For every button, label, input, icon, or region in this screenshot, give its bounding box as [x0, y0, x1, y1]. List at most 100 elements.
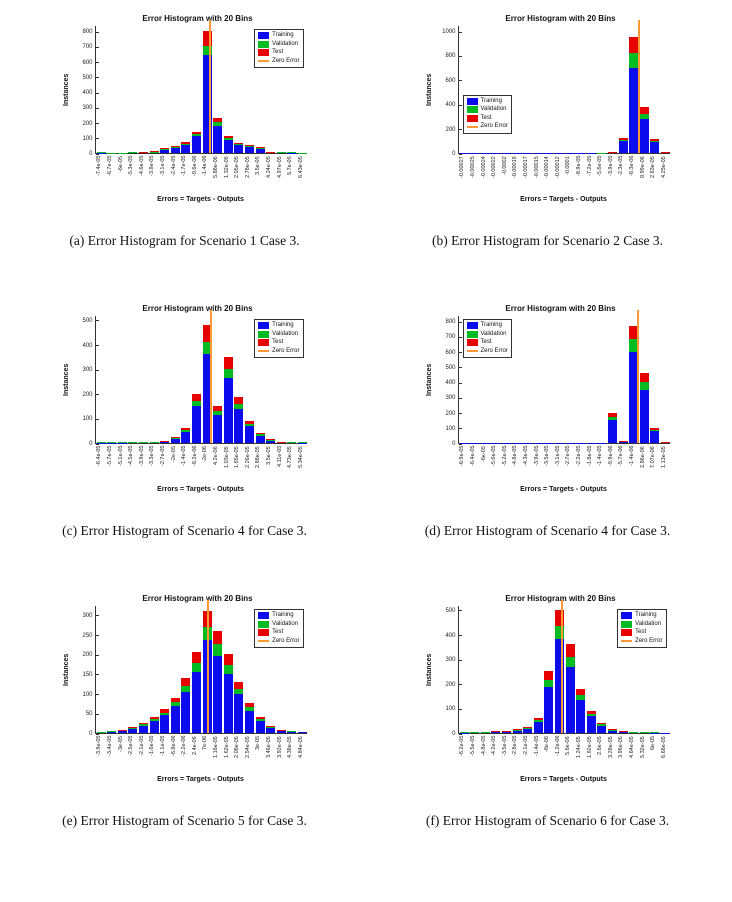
legend-swatch-validation [258, 621, 269, 628]
y-tick-label: 100 [82, 692, 92, 698]
bar-segment-training [160, 441, 169, 443]
bar-segment-validation [150, 719, 159, 721]
bar-segment-training [277, 442, 286, 443]
bar-segment-test [266, 726, 275, 727]
bar-segment-validation [181, 144, 190, 145]
legend-item: Test [467, 115, 508, 123]
legend-label: Zero Error [272, 58, 299, 66]
legend-swatch-validation [621, 621, 632, 628]
bar-segment-training [192, 672, 201, 733]
legend-item: Test [258, 339, 299, 347]
x-tick-label: -1.4e-05 [596, 446, 605, 486]
y-axis-label: Instances [426, 26, 436, 154]
bar-segment-validation [181, 686, 190, 692]
bar-segment-validation [566, 657, 575, 667]
y-tick-mark [96, 93, 99, 94]
y-tick-mark [459, 413, 462, 414]
x-tick-label: -6.9e-05 [458, 446, 467, 486]
legend-swatch-test [467, 115, 478, 122]
y-tick-mark [96, 320, 99, 321]
x-tick-label: 3.5e-05 [265, 446, 274, 486]
zero-error-line-swatch [467, 350, 478, 352]
y-tick-label: 100 [82, 416, 92, 422]
x-tick-label: -3.9e-05 [95, 736, 104, 776]
bar-segment-training [118, 731, 127, 733]
legend-label: Training [272, 32, 293, 40]
bar-segment-validation [576, 695, 585, 700]
x-tick-label: -3.5e-05 [543, 446, 552, 486]
bar-segment-training [234, 409, 243, 443]
x-tick-label: -0.00015 [533, 156, 542, 196]
bar-segment-training [287, 442, 296, 443]
y-tick-label: 0 [89, 731, 92, 737]
bar-segment-test [192, 394, 201, 401]
legend-label: Test [272, 339, 283, 347]
bar-segment-training [245, 711, 254, 733]
x-tick-label: -3e-05 [117, 736, 126, 776]
x-tick-label: -6.2e-05 [458, 736, 467, 776]
y-tick-label: 200 [445, 682, 455, 688]
x-tick-label: -2e-05 [170, 446, 179, 486]
y-tick-label: 300 [445, 395, 455, 401]
bar-segment-validation [213, 122, 222, 126]
y-tick-label: 100 [445, 706, 455, 712]
legend-item: Test [258, 49, 299, 57]
bar-segment-training [523, 728, 532, 733]
x-tick-label: 5.32e-05 [639, 736, 648, 776]
x-tick-label: 5.7e-05 [286, 156, 295, 196]
legend-item: Validation [621, 621, 662, 629]
y-tick-label: 200 [445, 127, 455, 133]
legend-swatch-training [467, 322, 478, 329]
y-tick-mark [96, 32, 99, 33]
bar-segment-validation [224, 138, 233, 140]
y-tick-label: 0 [452, 151, 455, 157]
legend-label: Zero Error [272, 348, 299, 356]
y-tick-label: 300 [82, 367, 92, 373]
y-tick-label: 500 [445, 608, 455, 614]
bar-segment-validation [608, 417, 617, 420]
y-tick-label: 400 [445, 633, 455, 639]
bar-segment-training [608, 730, 617, 733]
bar-segment-validation [224, 369, 233, 378]
y-tick-mark [96, 615, 99, 616]
bar-segment-training [629, 732, 638, 733]
bar-segment-training [224, 674, 233, 733]
x-tick-label: -2.8e-05 [511, 736, 520, 776]
bar-segment-test [224, 654, 233, 665]
bar-segment-test [171, 437, 180, 438]
bar-segment-training [650, 431, 659, 443]
y-tick-mark [96, 123, 99, 124]
legend-item: Zero Error [258, 638, 299, 646]
bar-segment-validation [256, 434, 265, 435]
x-tick-label: -8.9e-05 [575, 156, 584, 196]
x-tick-label: -1.6e-05 [148, 736, 157, 776]
bar-segment-training [534, 722, 543, 733]
x-tick-label: 4.64e-05 [628, 736, 637, 776]
x-tick-label: 2.05e-05 [233, 156, 242, 196]
y-tick-label: 500 [445, 365, 455, 371]
x-tick-label: -1.7e-05 [180, 156, 189, 196]
bar-segment-validation [224, 665, 233, 674]
legend-label: Test [635, 629, 646, 637]
bar-segment-training [266, 728, 275, 734]
bar-segment-training [266, 152, 275, 153]
y-axis-label: Instances [63, 316, 73, 444]
x-tick-label: 9.99e-06 [639, 156, 648, 196]
legend-label: Validation [272, 621, 298, 629]
bar-segment-validation [640, 382, 649, 390]
y-tick-mark [459, 367, 462, 368]
bar-segment-validation [213, 644, 222, 656]
bar-segment-validation [245, 146, 254, 147]
bar-segment-training [277, 152, 286, 153]
zero-error-line-swatch [258, 640, 269, 642]
